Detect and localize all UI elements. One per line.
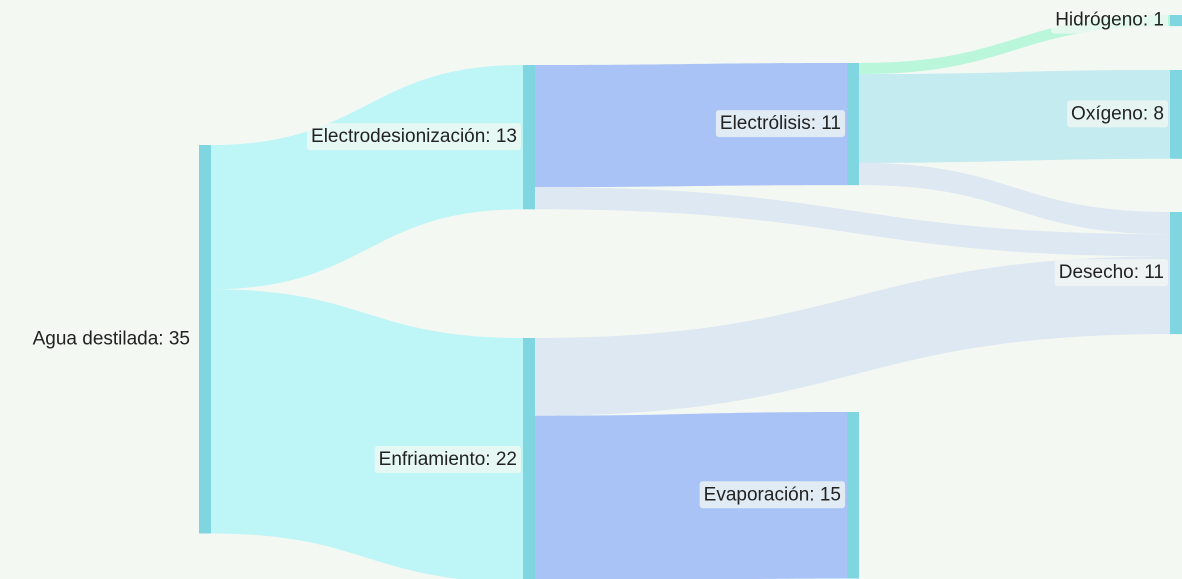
nodes xyxy=(199,15,1182,579)
node xyxy=(1170,70,1182,159)
label-background xyxy=(28,325,194,353)
node xyxy=(199,145,211,534)
node-label: Enfriamiento: 22 xyxy=(379,449,517,470)
link xyxy=(859,162,1170,235)
node xyxy=(847,412,859,579)
node-label: Oxígeno: 8 xyxy=(1071,103,1164,124)
node xyxy=(523,65,535,210)
node xyxy=(523,338,535,579)
node xyxy=(1170,212,1182,335)
label-background xyxy=(307,123,521,151)
node xyxy=(847,63,859,186)
link xyxy=(535,63,847,188)
link xyxy=(535,412,847,579)
node-label: Hidrógeno: 1 xyxy=(1055,10,1164,31)
label-background xyxy=(699,481,845,509)
links xyxy=(211,15,1170,579)
label-background xyxy=(1067,100,1168,128)
link xyxy=(535,256,1170,416)
label-background xyxy=(1051,6,1168,34)
labels: Agua destilada: 35 Electrodesionización: … xyxy=(28,6,1168,509)
node-label: Electrólisis: 11 xyxy=(720,113,841,134)
label-background xyxy=(715,110,845,138)
link xyxy=(859,70,1170,163)
link xyxy=(211,65,523,290)
label-background xyxy=(374,446,521,474)
node-label: Electrodesionización: 13 xyxy=(311,126,517,147)
node-label: Desecho: 11 xyxy=(1059,262,1164,283)
node-label: Evaporación: 15 xyxy=(704,484,841,505)
node-label: Agua destilada: 35 xyxy=(33,328,190,349)
link xyxy=(535,187,1170,257)
link xyxy=(211,289,523,579)
label-background xyxy=(1054,259,1168,287)
node xyxy=(1170,15,1182,27)
